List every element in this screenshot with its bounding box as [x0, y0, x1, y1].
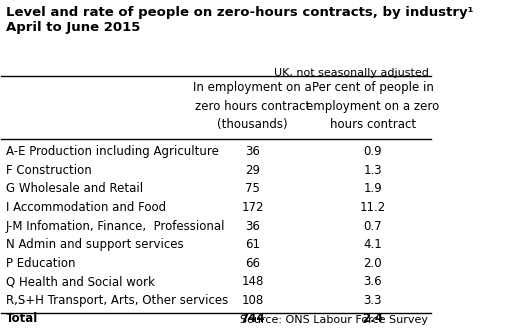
- Text: Per cent of people in: Per cent of people in: [312, 81, 434, 94]
- Text: Q Health and Social work: Q Health and Social work: [6, 275, 155, 288]
- Text: 744: 744: [240, 313, 265, 325]
- Text: G Wholesale and Retail: G Wholesale and Retail: [6, 182, 143, 195]
- Text: 4.1: 4.1: [363, 238, 382, 251]
- Text: zero hours contract: zero hours contract: [195, 100, 310, 113]
- Text: J-M Infomation, Finance,  Professional: J-M Infomation, Finance, Professional: [6, 219, 225, 233]
- Text: 1.3: 1.3: [363, 164, 382, 177]
- Text: UK, not seasonally adjusted: UK, not seasonally adjusted: [274, 68, 429, 78]
- Text: I Accommodation and Food: I Accommodation and Food: [6, 201, 166, 214]
- Text: (thousands): (thousands): [217, 118, 288, 131]
- Text: 11.2: 11.2: [359, 201, 386, 214]
- Text: hours contract: hours contract: [330, 118, 416, 131]
- Text: 3.3: 3.3: [363, 294, 382, 307]
- Text: 0.7: 0.7: [363, 219, 382, 233]
- Text: 0.9: 0.9: [363, 145, 382, 158]
- Text: In employment on a: In employment on a: [193, 81, 312, 94]
- Text: 36: 36: [245, 145, 260, 158]
- Text: 148: 148: [241, 275, 264, 288]
- Text: Level and rate of people on zero-hours contracts, by industry¹: Level and rate of people on zero-hours c…: [6, 6, 473, 19]
- Text: 1.9: 1.9: [363, 182, 382, 195]
- Text: 66: 66: [245, 257, 260, 270]
- Text: April to June 2015: April to June 2015: [6, 21, 140, 34]
- Text: 75: 75: [245, 182, 260, 195]
- Text: 2.4: 2.4: [362, 313, 383, 325]
- Text: Total: Total: [6, 313, 38, 325]
- Text: F Construction: F Construction: [6, 164, 92, 177]
- Text: 36: 36: [245, 219, 260, 233]
- Text: 29: 29: [245, 164, 260, 177]
- Text: A-E Production including Agriculture: A-E Production including Agriculture: [6, 145, 218, 158]
- Text: 2.0: 2.0: [363, 257, 382, 270]
- Text: Source: ONS Labour Force Survey: Source: ONS Labour Force Survey: [240, 315, 429, 325]
- Text: 172: 172: [241, 201, 264, 214]
- Text: employment on a zero: employment on a zero: [306, 100, 439, 113]
- Text: P Education: P Education: [6, 257, 75, 270]
- Text: R,S+H Transport, Arts, Other services: R,S+H Transport, Arts, Other services: [6, 294, 228, 307]
- Text: N Admin and support services: N Admin and support services: [6, 238, 183, 251]
- Text: 61: 61: [245, 238, 260, 251]
- Text: 108: 108: [241, 294, 264, 307]
- Text: 3.6: 3.6: [363, 275, 382, 288]
